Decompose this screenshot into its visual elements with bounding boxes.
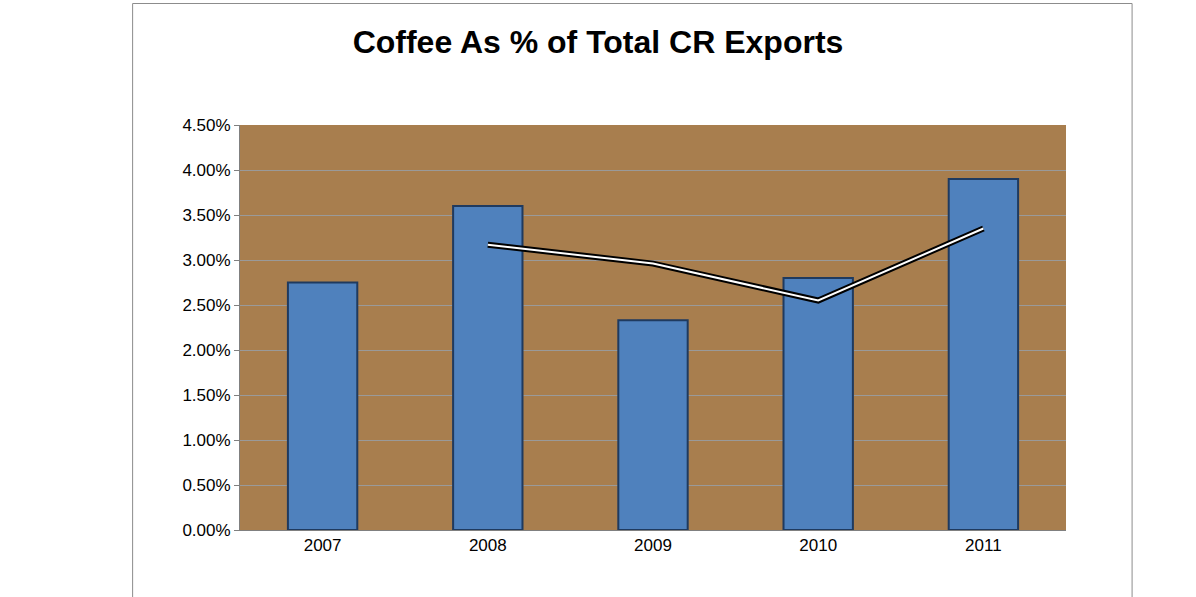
svg-text:Coffee As % of Total CR Export: Coffee As % of Total CR Exports bbox=[353, 24, 844, 60]
svg-text:2007: 2007 bbox=[304, 536, 342, 555]
svg-text:3.00%: 3.00% bbox=[182, 251, 230, 270]
svg-text:2008: 2008 bbox=[469, 536, 507, 555]
svg-text:4.00%: 4.00% bbox=[182, 161, 230, 180]
svg-text:2.50%: 2.50% bbox=[182, 296, 230, 315]
svg-text:3.50%: 3.50% bbox=[182, 206, 230, 225]
svg-text:2010: 2010 bbox=[799, 536, 837, 555]
svg-text:2011: 2011 bbox=[965, 536, 1002, 555]
svg-text:2.00%: 2.00% bbox=[182, 341, 230, 360]
svg-text:0.50%: 0.50% bbox=[182, 476, 230, 495]
svg-text:0.00%: 0.00% bbox=[182, 521, 230, 540]
svg-text:1.50%: 1.50% bbox=[182, 386, 230, 405]
svg-text:4.50%: 4.50% bbox=[182, 116, 230, 135]
svg-text:1.00%: 1.00% bbox=[182, 431, 230, 450]
svg-text:2009: 2009 bbox=[634, 536, 672, 555]
